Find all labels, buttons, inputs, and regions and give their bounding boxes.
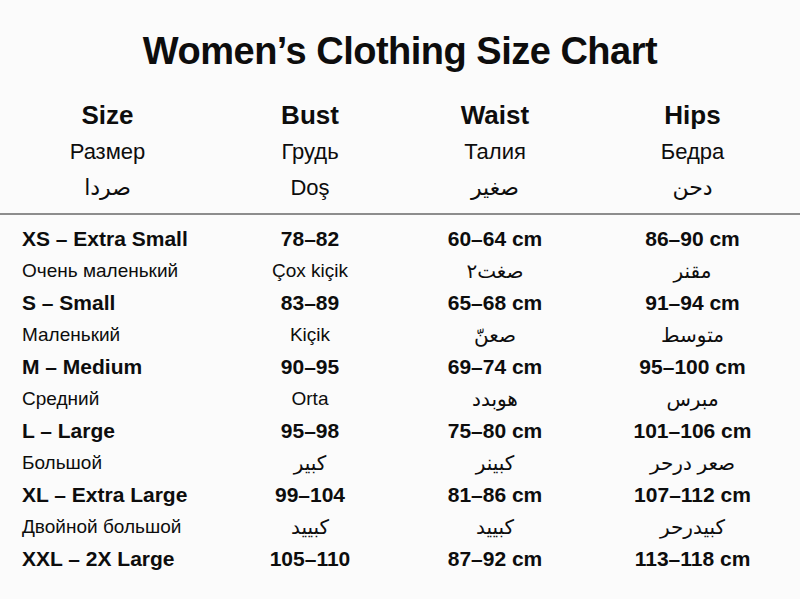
- hips-cell: 107–112 cm كبيدرحر: [585, 479, 800, 543]
- waist-cell: 81–86 cm كبييد: [405, 479, 585, 543]
- size-cell: L – Large Большой: [0, 415, 215, 479]
- size-header-ru: Размер: [0, 134, 215, 169]
- hips-translation: كبيدرحر: [585, 511, 800, 543]
- bust-cell: 105–110: [215, 543, 405, 575]
- hips-value: 95–100 cm: [585, 351, 800, 383]
- hips-header-third: دحن: [585, 169, 800, 207]
- waist-value: 69–74 cm: [405, 351, 585, 383]
- bust-cell: 95–98 كبير: [215, 415, 405, 479]
- bust-value: 95–98: [215, 415, 405, 447]
- size-translation: Маленький: [22, 319, 215, 351]
- hips-value: 86–90 cm: [585, 223, 800, 255]
- hips-value: 101–106 cm: [585, 415, 800, 447]
- waist-cell: 69–74 cm هوبدد: [405, 351, 585, 415]
- bust-value: 83–89: [215, 287, 405, 319]
- hips-cell: 91–94 cm متوسط: [585, 287, 800, 351]
- size-cell: XS – Extra Small Очень маленький: [0, 223, 215, 287]
- table-row: XS – Extra Small Очень маленький 78–82 Ç…: [0, 223, 800, 287]
- size-value: S – Small: [22, 287, 215, 319]
- bust-value: 99–104: [215, 479, 405, 511]
- hips-value: 107–112 cm: [585, 479, 800, 511]
- table-row: S – Small Маленький 83–89 Kiçik 65–68 cm…: [0, 287, 800, 351]
- hips-value: 91–94 cm: [585, 287, 800, 319]
- column-header-size: Size Размер صردا: [0, 97, 215, 207]
- bust-cell: 78–82 Çox kiçik: [215, 223, 405, 287]
- bust-cell: 90–95 Orta: [215, 351, 405, 415]
- bust-header-ru: Грудь: [215, 134, 405, 169]
- bust-cell: 83–89 Kiçik: [215, 287, 405, 351]
- waist-cell: 65–68 cm صعنّ: [405, 287, 585, 351]
- hips-header-ru: Бедра: [585, 134, 800, 169]
- table-row: XXL – 2X Large 105–110 87–92 cm 113–118 …: [0, 543, 800, 575]
- waist-header-ru: Талия: [405, 134, 585, 169]
- waist-header-third: صغير: [405, 169, 585, 207]
- table-row: M – Medium Средний 90–95 Orta 69–74 cm ه…: [0, 351, 800, 415]
- size-value: L – Large: [22, 415, 215, 447]
- hips-cell: 113–118 cm: [585, 543, 800, 575]
- bust-translation: كبييد: [215, 511, 405, 543]
- column-header-hips: Hips Бедра دحن: [585, 97, 800, 207]
- waist-translation: هوبدد: [405, 383, 585, 415]
- hips-translation: صعر درحر: [585, 447, 800, 479]
- size-header-en: Size: [0, 97, 215, 134]
- hips-value: 113–118 cm: [585, 543, 800, 575]
- bust-translation: Çox kiçik: [215, 255, 405, 287]
- size-translation: Большой: [22, 447, 215, 479]
- bust-value: 105–110: [215, 543, 405, 575]
- waist-translation: كبييد: [405, 511, 585, 543]
- hips-translation: متوسط: [585, 319, 800, 351]
- hips-cell: 86–90 cm مقنر: [585, 223, 800, 287]
- size-value: XXL – 2X Large: [22, 543, 215, 575]
- size-cell: XL – Extra Large Двойной большой: [0, 479, 215, 543]
- bust-cell: 99–104 كبييد: [215, 479, 405, 543]
- waist-value: 81–86 cm: [405, 479, 585, 511]
- size-translation: Двойной большой: [22, 511, 215, 543]
- size-value: XS – Extra Small: [22, 223, 215, 255]
- waist-translation: صغت٢: [405, 255, 585, 287]
- bust-header-en: Bust: [215, 97, 405, 134]
- size-value: XL – Extra Large: [22, 479, 215, 511]
- waist-value: 60–64 cm: [405, 223, 585, 255]
- chart-title: Women’s Clothing Size Chart: [0, 30, 800, 73]
- bust-translation: Orta: [215, 383, 405, 415]
- hips-cell: 101–106 cm صعر درحر: [585, 415, 800, 479]
- column-header-bust: Bust Грудь Doş: [215, 97, 405, 207]
- hips-translation: مبرس: [585, 383, 800, 415]
- size-cell: M – Medium Средний: [0, 351, 215, 415]
- bust-value: 78–82: [215, 223, 405, 255]
- size-translation: Очень маленький: [22, 255, 215, 287]
- size-cell: XXL – 2X Large: [0, 543, 215, 575]
- waist-cell: 75–80 cm كبينر: [405, 415, 585, 479]
- waist-header-en: Waist: [405, 97, 585, 134]
- waist-translation: كبينر: [405, 447, 585, 479]
- size-header-third: صردا: [0, 169, 215, 207]
- bust-header-third: Doş: [215, 169, 405, 207]
- column-header-waist: Waist Талия صغير: [405, 97, 585, 207]
- hips-translation: مقنر: [585, 255, 800, 287]
- hips-cell: 95–100 cm مبرس: [585, 351, 800, 415]
- table-row: XL – Extra Large Двойной большой 99–104 …: [0, 479, 800, 543]
- waist-value: 75–80 cm: [405, 415, 585, 447]
- waist-translation: صعنّ: [405, 319, 585, 351]
- table-body: XS – Extra Small Очень маленький 78–82 Ç…: [0, 215, 800, 575]
- table-header: Size Размер صردا Bust Грудь Doş Waist Та…: [0, 97, 800, 207]
- waist-value: 65–68 cm: [405, 287, 585, 319]
- waist-value: 87–92 cm: [405, 543, 585, 575]
- waist-cell: 87–92 cm: [405, 543, 585, 575]
- size-translation: Средний: [22, 383, 215, 415]
- bust-translation: Kiçik: [215, 319, 405, 351]
- table-row: L – Large Большой 95–98 كبير 75–80 cm كب…: [0, 415, 800, 479]
- hips-header-en: Hips: [585, 97, 800, 134]
- bust-translation: كبير: [215, 447, 405, 479]
- waist-cell: 60–64 cm صغت٢: [405, 223, 585, 287]
- size-cell: S – Small Маленький: [0, 287, 215, 351]
- size-value: M – Medium: [22, 351, 215, 383]
- bust-value: 90–95: [215, 351, 405, 383]
